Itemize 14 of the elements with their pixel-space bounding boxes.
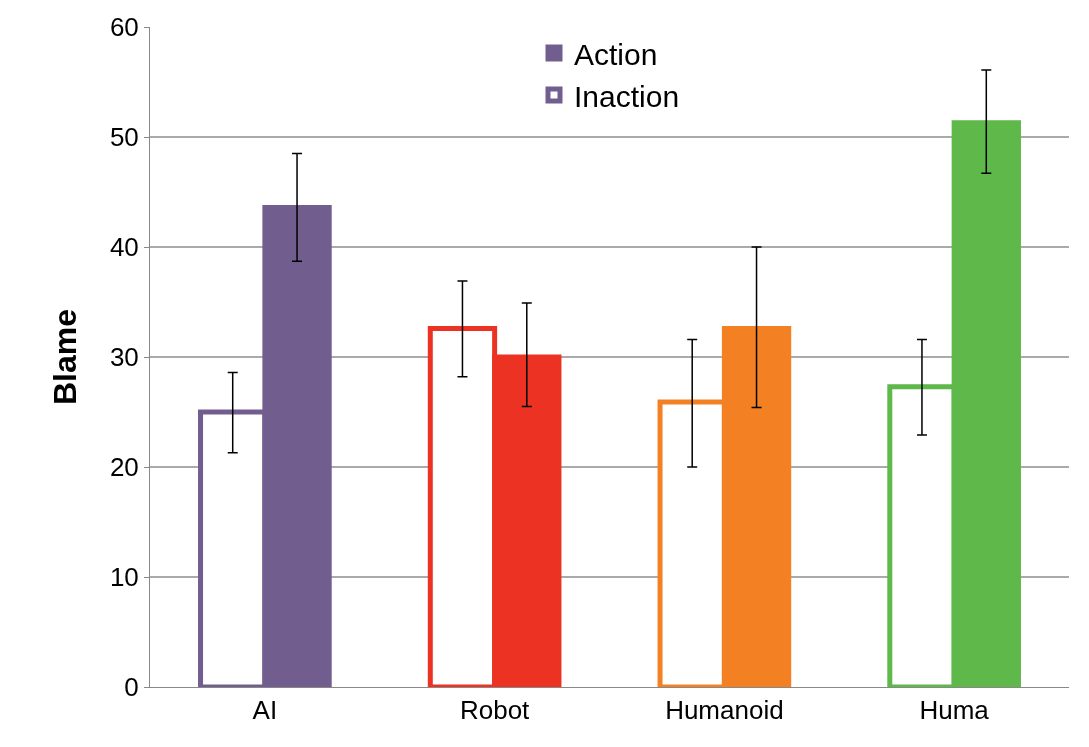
y-tick-label: 10	[109, 562, 139, 593]
y-tick-label: 20	[109, 452, 139, 483]
y-tick-label: 50	[109, 122, 139, 153]
x-tick-label: AI	[252, 695, 278, 726]
x-tick-label: Humanoid	[665, 695, 784, 726]
y-axis-title: Blame	[47, 308, 83, 406]
x-tick-label: Huma	[919, 695, 990, 726]
y-tick-label: 0	[124, 672, 139, 703]
y-tick-label: 30	[109, 342, 139, 373]
legend-label: Inaction	[574, 79, 680, 113]
y-tick-label: 40	[109, 232, 139, 263]
legend-label: Action	[574, 37, 658, 71]
y-tick-label: 60	[109, 12, 139, 43]
x-tick-label: Robot	[459, 695, 531, 726]
